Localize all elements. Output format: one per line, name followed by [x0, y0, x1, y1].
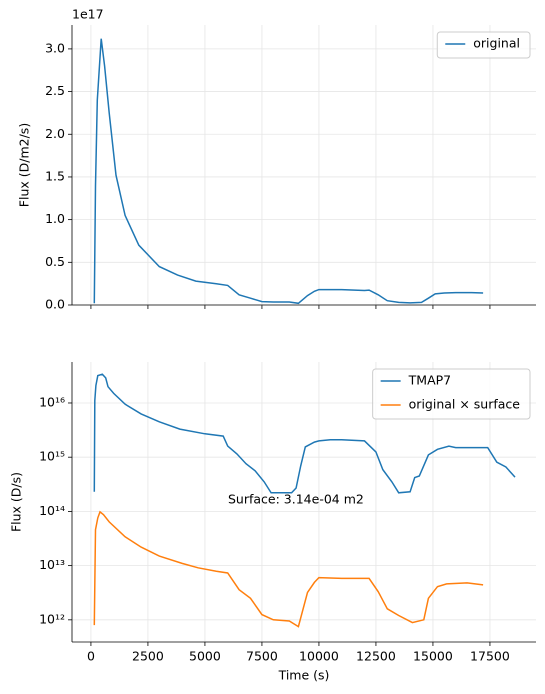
series-line [93, 373, 516, 494]
annotation: Surface: 3.14e-04 m2 [228, 492, 364, 507]
y-tick-label: 1.5 [45, 168, 65, 183]
y-tick-label: 0.5 [45, 254, 65, 269]
y-axis-label: Flux (D/m2/s) [17, 123, 32, 207]
series-line [93, 510, 484, 628]
x-tick-label: 15000 [413, 649, 453, 664]
y-axis-label: Flux (D/s) [9, 472, 24, 532]
legend-label: TMAP7 [408, 373, 451, 388]
legend-label: original [473, 36, 520, 51]
x-tick-label: 5000 [189, 649, 221, 664]
y-tick-label: 2.5 [45, 83, 65, 98]
series-line [93, 38, 484, 305]
x-tick-label: 10000 [299, 649, 339, 664]
y-tick-label: 10¹⁶ [39, 394, 65, 409]
x-tick-label: 12500 [356, 649, 396, 664]
legend-box [372, 368, 531, 420]
x-tick-label: 7500 [246, 649, 278, 664]
y-tick-label: 1.0 [45, 211, 65, 226]
y-tick-label: 2.0 [45, 126, 65, 141]
x-tick-label: 17500 [470, 649, 510, 664]
y-tick-label: 3.0 [45, 40, 65, 55]
y-tick-label: 10¹³ [39, 557, 65, 572]
y-tick-label: 10¹⁵ [39, 449, 65, 464]
legend-box [436, 31, 531, 59]
x-axis-label: Time (s) [278, 668, 330, 683]
x-tick-label: 2500 [132, 649, 164, 664]
legend-label: original × surface [409, 397, 521, 412]
offset-text: 1e17 [72, 7, 104, 22]
x-tick-label: 0 [87, 649, 95, 664]
y-tick-label: 0.0 [45, 297, 65, 312]
y-tick-label: 10¹⁴ [39, 503, 65, 518]
y-tick-label: 10¹² [39, 611, 65, 626]
